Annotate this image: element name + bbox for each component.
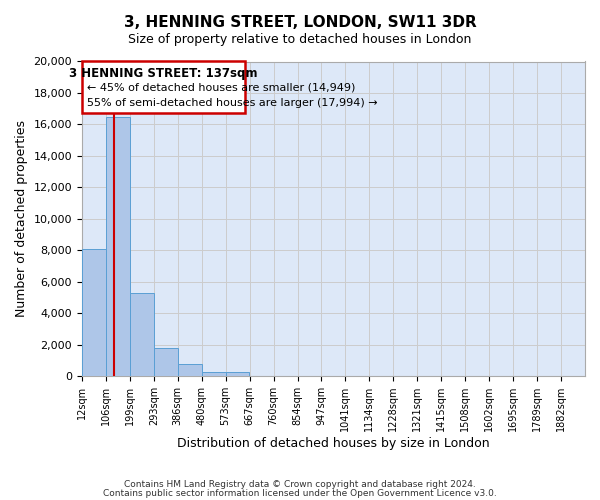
Bar [130,293,154,376]
Text: Contains HM Land Registry data © Crown copyright and database right 2024.: Contains HM Land Registry data © Crown c… [124,480,476,489]
Y-axis label: Number of detached properties: Number of detached properties [15,120,28,318]
X-axis label: Distribution of detached houses by size in London: Distribution of detached houses by size … [177,437,490,450]
Text: Contains public sector information licensed under the Open Government Licence v3: Contains public sector information licen… [103,489,497,498]
Bar [226,372,250,376]
Text: ← 45% of detached houses are smaller (14,949): ← 45% of detached houses are smaller (14… [87,82,356,92]
Bar [202,372,226,376]
Text: 55% of semi-detached houses are larger (17,994) →: 55% of semi-detached houses are larger (… [87,98,378,108]
Text: Size of property relative to detached houses in London: Size of property relative to detached ho… [128,32,472,46]
Text: 3 HENNING STREET: 137sqm: 3 HENNING STREET: 137sqm [69,67,258,80]
Text: 3, HENNING STREET, LONDON, SW11 3DR: 3, HENNING STREET, LONDON, SW11 3DR [124,15,476,30]
Bar [82,249,106,376]
Bar [106,116,130,376]
FancyBboxPatch shape [82,62,245,114]
Bar [178,364,202,376]
Bar [154,348,178,376]
